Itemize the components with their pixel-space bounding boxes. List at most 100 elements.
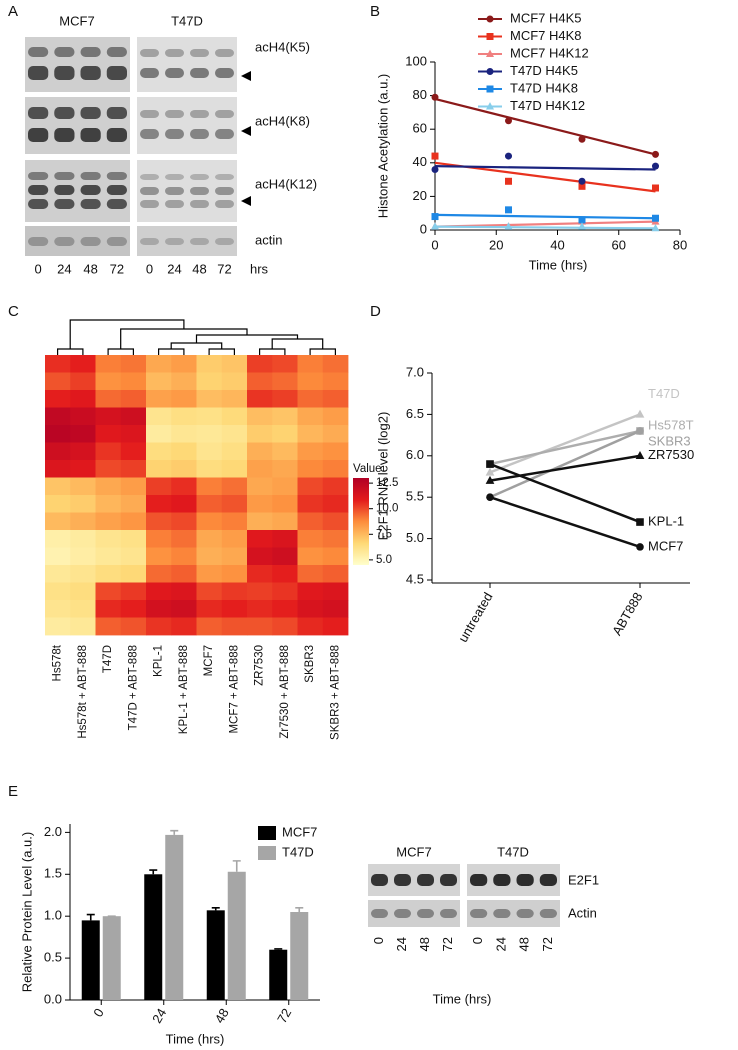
y-tick-label: 100 xyxy=(405,53,427,68)
panel-label: E xyxy=(8,783,18,800)
column-label: ZR7530 xyxy=(254,645,266,686)
heatmap-cell xyxy=(171,495,197,513)
blot-band xyxy=(28,66,49,80)
blot-band xyxy=(470,909,488,918)
heatmap-cell xyxy=(247,407,273,426)
legend-label: T47D H4K12 xyxy=(510,98,585,113)
heatmap-cell xyxy=(196,617,223,636)
blot-row-label: E2F1 xyxy=(568,872,599,887)
heatmap-cell xyxy=(120,355,147,373)
heatmap-cell xyxy=(322,617,349,636)
blot-band xyxy=(165,238,184,245)
marker xyxy=(486,493,494,502)
heatmap-cell xyxy=(221,495,248,513)
bar xyxy=(290,912,309,1000)
heatmap-cell xyxy=(95,407,122,426)
blot-band xyxy=(516,874,534,886)
y-axis-title: Histone Acetylation (a.u.) xyxy=(375,74,390,219)
heatmap-cell xyxy=(322,442,349,461)
heatmap-cell xyxy=(120,390,147,408)
heatmap-cell xyxy=(272,355,298,373)
legend-label: T47D H4K8 xyxy=(510,80,578,95)
blot-group: MCF7 xyxy=(396,844,431,859)
heatmap-cell xyxy=(196,565,223,583)
x-tick-label: 72 xyxy=(274,1006,294,1026)
series-line xyxy=(489,429,641,499)
panel-label: C xyxy=(8,303,19,320)
heatmap-cell xyxy=(70,495,96,513)
blot-band xyxy=(165,49,184,57)
heatmap-cell xyxy=(297,390,324,408)
heatmap-cell xyxy=(70,425,96,443)
heatmap-cell xyxy=(272,477,298,496)
blot-band xyxy=(165,129,184,139)
heatmap-cell xyxy=(247,390,273,408)
blot-band xyxy=(371,874,388,886)
heatmap-cell xyxy=(247,442,273,461)
heatmap-cell xyxy=(322,372,349,391)
heatmap-cell xyxy=(171,512,197,531)
heatmap-cell xyxy=(146,477,172,496)
blot-band xyxy=(215,49,234,57)
x-tick-label: 0 xyxy=(431,237,438,252)
bar xyxy=(227,871,246,1000)
column-label: KPL-1 + ABT-888 xyxy=(178,645,190,734)
marker xyxy=(486,85,494,93)
lane-label: 24 xyxy=(167,261,181,276)
heatmap-cell xyxy=(171,582,197,601)
marker xyxy=(636,427,644,435)
x-tick-label: 0 xyxy=(90,1006,107,1020)
blot-band xyxy=(140,68,159,78)
heatmap-cell xyxy=(322,477,349,496)
blot-band xyxy=(28,128,49,142)
heatmap-cell xyxy=(171,460,197,478)
marker xyxy=(578,135,586,143)
heatmap-cell xyxy=(45,582,71,601)
blot-band xyxy=(215,110,234,118)
blot-band xyxy=(54,107,75,119)
heatmap-cell xyxy=(45,390,71,408)
heatmap-cell xyxy=(272,390,298,408)
bar xyxy=(206,910,225,1000)
blot-band xyxy=(394,874,411,886)
lane-label: 0 xyxy=(35,261,42,276)
legend-label: MCF7 xyxy=(282,824,317,839)
blot-band xyxy=(140,238,159,245)
heatmap-cell xyxy=(221,477,248,496)
column-label: KPL-1 xyxy=(153,645,165,677)
heatmap-cell xyxy=(247,565,273,583)
lane-label: 24 xyxy=(394,937,409,951)
blot-band xyxy=(28,199,49,209)
heatmap-cell xyxy=(146,460,172,478)
heatmap-cell xyxy=(120,530,147,548)
marker xyxy=(652,162,659,170)
arrowhead xyxy=(241,126,251,136)
lane-label: 72 xyxy=(110,261,124,276)
blot-band xyxy=(80,107,101,119)
heatmap-cell xyxy=(297,547,324,566)
legend-swatch xyxy=(258,846,276,860)
blot-background xyxy=(137,97,237,154)
heatmap-cell xyxy=(322,512,349,531)
blot-band xyxy=(54,128,75,142)
y-tick-label: 6.0 xyxy=(406,447,424,462)
heatmap-cell xyxy=(95,390,122,408)
heatmap-cell xyxy=(272,617,298,636)
blot-band xyxy=(106,199,127,209)
arrowhead xyxy=(241,71,251,81)
blot-band xyxy=(190,187,209,195)
trend-line xyxy=(434,220,656,228)
blot-band xyxy=(165,68,184,78)
heatmap-cell xyxy=(45,617,71,636)
lane-label: 72 xyxy=(217,261,231,276)
error-bar xyxy=(274,948,283,950)
marker xyxy=(578,216,586,224)
y-tick-label: 0 xyxy=(420,221,427,236)
y-tick-label: 2.0 xyxy=(44,824,62,839)
blot-band xyxy=(140,200,159,208)
bar xyxy=(269,949,288,1000)
heatmap-cell xyxy=(247,495,273,513)
x-tick-label: 20 xyxy=(489,237,503,252)
colorbar-title: Value xyxy=(353,463,382,475)
heatmap-cell xyxy=(120,547,147,566)
